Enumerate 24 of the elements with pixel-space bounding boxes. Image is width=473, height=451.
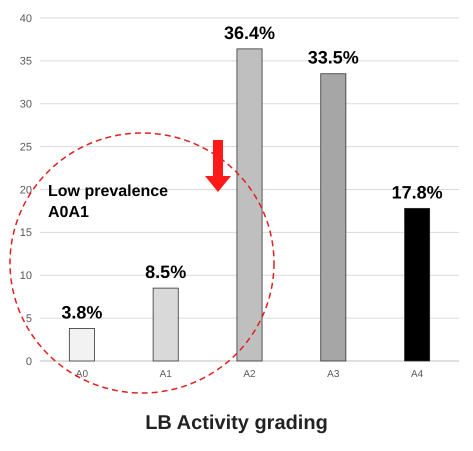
y-tick-label: 10 <box>20 270 32 282</box>
y-tick-label: 20 <box>20 184 32 196</box>
bar <box>320 73 346 362</box>
y-tick-label: 0 <box>26 356 32 368</box>
data-label: 8.5% <box>145 262 186 282</box>
x-tick-label: A0 <box>76 369 88 380</box>
y-tick-label: 5 <box>26 312 32 325</box>
bar <box>68 328 95 362</box>
y-tick-label: 40 <box>20 12 32 25</box>
x-tick-label: A2 <box>243 369 256 380</box>
bar <box>404 208 430 362</box>
y-tick-label: 35 <box>20 56 32 68</box>
y-tick-label: 15 <box>20 227 32 240</box>
annotation: Low prevalence A0A1 <box>48 183 168 221</box>
data-label: 3.8% <box>61 302 102 322</box>
x-tick-label: A1 <box>160 369 172 380</box>
data-label: 33.5% <box>308 48 359 68</box>
text: LB Activity grading <box>145 412 328 434</box>
data-label: 17.8% <box>392 182 443 202</box>
y-tick-label: 25 <box>20 141 32 154</box>
data-label: 36.4% <box>224 22 276 43</box>
y-tick-label: 30 <box>20 98 32 111</box>
x-tick-label: A4 <box>410 369 424 380</box>
x-tick-label: A3 <box>327 369 340 380</box>
